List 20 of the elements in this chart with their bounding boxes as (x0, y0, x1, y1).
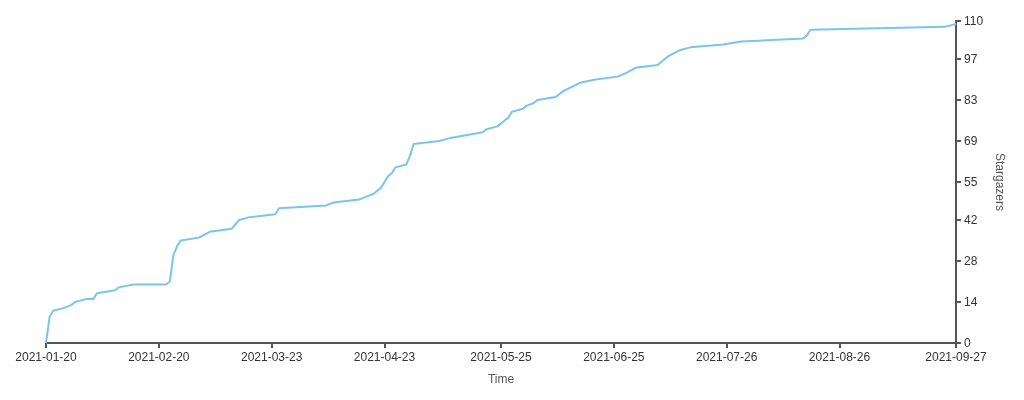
y-tick-label: 0 (964, 336, 971, 350)
x-tick-label: 2021-04-23 (353, 350, 416, 364)
y-tick-label: 110 (964, 14, 984, 28)
x-tick-label: 2021-09-27 (925, 350, 988, 364)
x-tick-label: 2021-02-20 (128, 350, 190, 364)
y-axis-title: Stargazers (993, 152, 1008, 212)
y-tick-label: 28 (964, 254, 978, 269)
x-axis-title: Time (487, 372, 515, 386)
y-tick-label: 14 (964, 295, 978, 310)
x-tick-label: 2021-03-23 (240, 350, 303, 364)
x-tick-label: 2021-01-20 (15, 350, 78, 364)
x-tick-label: 2021-07-26 (695, 350, 758, 364)
x-tick-label: 2021-06-25 (583, 350, 645, 364)
x-tick-label: 2021-08-26 (808, 350, 871, 364)
y-tick-label: 97 (964, 52, 978, 67)
y-tick-label: 42 (964, 213, 978, 228)
y-tick-label: 69 (964, 134, 978, 149)
y-tick-label: 55 (964, 175, 978, 189)
y-tick-label: 83 (964, 93, 978, 108)
x-tick-label: 2021-05-25 (470, 350, 533, 364)
